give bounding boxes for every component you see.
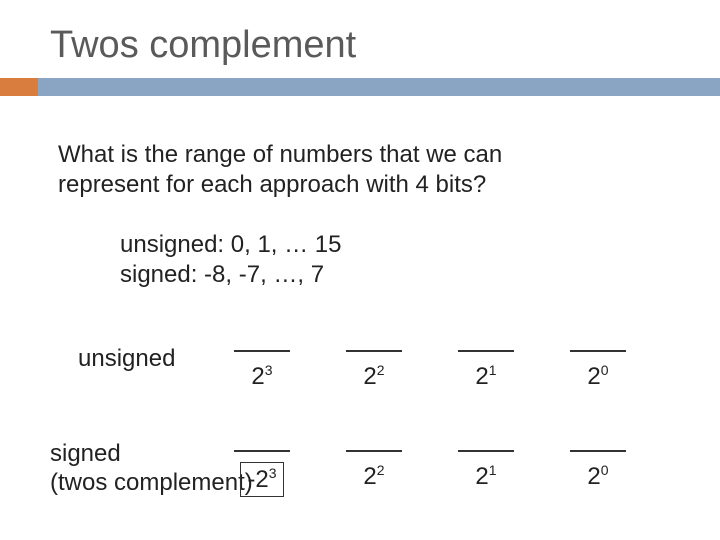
question-text: What is the range of numbers that we can… <box>58 140 618 200</box>
label-unsigned: unsigned <box>78 345 175 373</box>
underline-main <box>38 78 720 96</box>
bit-cell: 23 <box>230 350 294 391</box>
bit-cell: 21 <box>454 350 518 391</box>
bit-cell: 22 <box>342 350 406 391</box>
bit-cell: 20 <box>566 450 630 497</box>
bit-cell: -23 <box>230 450 294 497</box>
bit-underline <box>346 450 402 452</box>
label-signed: signed (twos complement) <box>50 440 253 498</box>
bit-underline <box>458 350 514 352</box>
answer-unsigned: unsigned: 0, 1, … 15 <box>120 230 341 260</box>
answers-block: unsigned: 0, 1, … 15 signed: -8, -7, …, … <box>120 230 341 290</box>
bit-weight-label: 23 <box>251 362 272 391</box>
answer-signed: signed: -8, -7, …, 7 <box>120 260 341 290</box>
bit-weight-label: 20 <box>587 362 608 391</box>
unsigned-bit-row: 23 22 21 20 <box>230 350 630 391</box>
bit-underline <box>570 350 626 352</box>
bit-underline <box>234 450 290 452</box>
question-line-1: What is the range of numbers that we can <box>58 141 502 168</box>
signed-bit-row: -23 22 21 20 <box>230 450 630 497</box>
bit-cell: 22 <box>342 450 406 497</box>
slide-title: Twos complement <box>50 24 356 67</box>
bit-weight-label: 21 <box>475 362 496 391</box>
bit-underline <box>346 350 402 352</box>
question-line-2: represent for each approach with 4 bits? <box>58 171 486 198</box>
label-signed-line2: (twos complement) <box>50 469 253 496</box>
bit-weight-label: -23 <box>240 462 283 497</box>
bit-underline <box>234 350 290 352</box>
bit-cell: 20 <box>566 350 630 391</box>
bit-weight-label: 20 <box>587 462 608 491</box>
bit-weight-label: 21 <box>475 462 496 491</box>
label-signed-line1: signed <box>50 440 121 467</box>
underline-accent <box>0 78 38 96</box>
bit-underline <box>570 450 626 452</box>
bit-cell: 21 <box>454 450 518 497</box>
bit-weight-label: 22 <box>363 462 384 491</box>
bit-underline <box>458 450 514 452</box>
bit-weight-label: 22 <box>363 362 384 391</box>
title-underline <box>0 78 720 96</box>
